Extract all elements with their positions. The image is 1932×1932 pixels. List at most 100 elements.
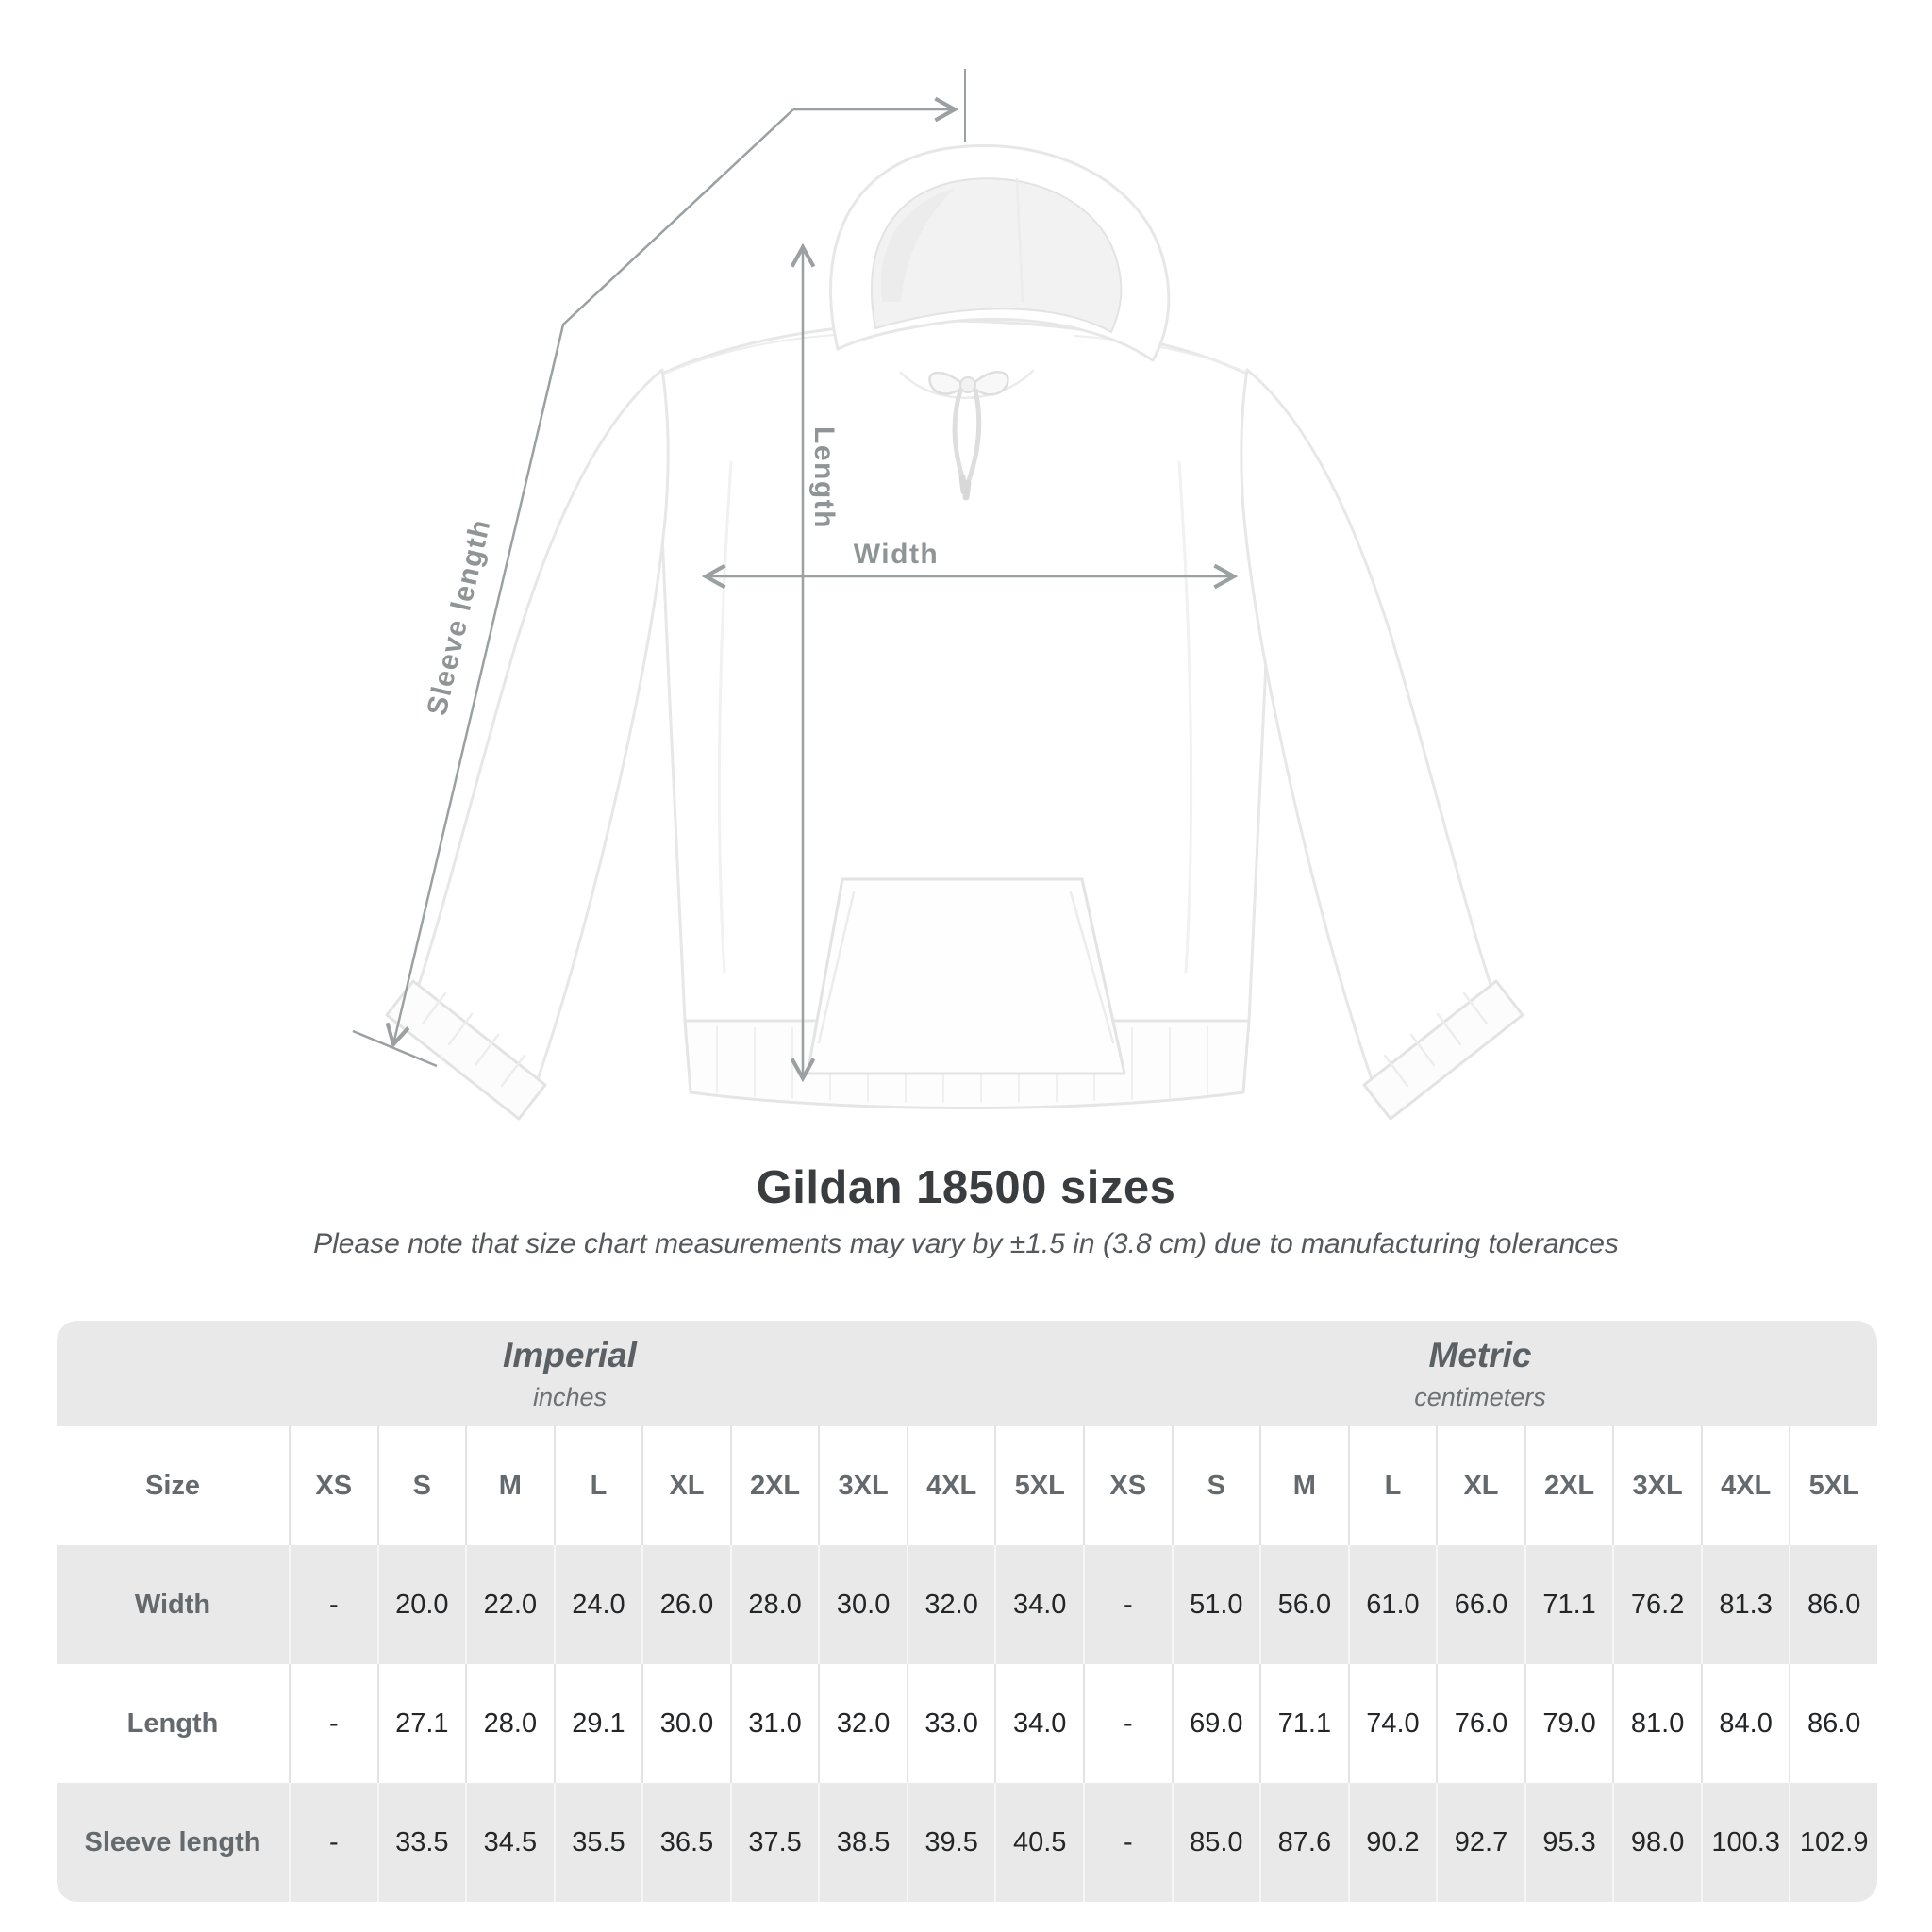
hoodie-garment	[385, 143, 1524, 1121]
imperial-unit: inches	[532, 1382, 608, 1411]
length-xl-cm: 76.0	[1436, 1664, 1524, 1783]
row-label: Length	[126, 1707, 219, 1739]
size-column-header: Size	[144, 1470, 201, 1501]
sleeve-xl-cm: 92.7	[1436, 1783, 1524, 1902]
width-dimension-label: Width	[854, 539, 940, 570]
width-4xl-cm: 81.3	[1700, 1545, 1790, 1664]
metric-title: Metric	[1428, 1335, 1532, 1374]
length-xs-in: -	[289, 1664, 377, 1783]
sleeve-end-tick	[352, 1029, 438, 1068]
sleeve-5xl-cm: 102.9	[1789, 1783, 1877, 1902]
length-3xl-cm: 81.0	[1612, 1664, 1701, 1783]
length-m-cm: 71.1	[1259, 1664, 1348, 1783]
sleeve-l-in: 35.5	[553, 1783, 642, 1902]
dimension-lines	[352, 69, 1239, 1083]
width-2xl-in: 28.0	[729, 1545, 819, 1664]
hoodie-left-sleeve	[415, 368, 670, 1087]
width-xl-in: 26.0	[641, 1545, 730, 1664]
size-col: S	[376, 1426, 466, 1545]
hoodie-right-sleeve	[1240, 368, 1494, 1087]
length-5xl-in: 34.0	[994, 1664, 1083, 1783]
sleeve-m-in: 34.5	[465, 1783, 554, 1902]
width-5xl-cm: 86.0	[1789, 1545, 1877, 1664]
sleeve-length-dimension-label: Sleeve length	[422, 516, 497, 719]
unit-header-band: Imperial inches Metric centimeters	[57, 1321, 1877, 1426]
sleeve-xs-in: -	[289, 1783, 377, 1902]
length-dimension-label: Length	[808, 426, 840, 529]
metric-header: Metric centimeters	[1083, 1321, 1877, 1426]
sleeve-length-line	[385, 108, 794, 1049]
size-col: M	[1259, 1426, 1348, 1545]
hood-lining	[871, 177, 1123, 333]
size-col: XL	[1436, 1426, 1524, 1545]
width-3xl-in: 30.0	[818, 1545, 907, 1664]
width-l-cm: 61.0	[1347, 1545, 1437, 1664]
length-4xl-in: 33.0	[906, 1664, 995, 1783]
sleeve-xs-cm: -	[1083, 1783, 1172, 1902]
sleeve-4xl-cm: 100.3	[1700, 1783, 1790, 1902]
size-col: 5XL	[1789, 1426, 1877, 1545]
sleeve-2xl-cm: 95.3	[1524, 1783, 1613, 1902]
length-xs-cm: -	[1083, 1664, 1172, 1783]
sleeve-5xl-in: 40.5	[994, 1783, 1083, 1902]
sleeve-3xl-in: 38.5	[818, 1783, 907, 1902]
width-xl-cm: 66.0	[1436, 1545, 1524, 1664]
width-4xl-in: 32.0	[906, 1545, 995, 1664]
left-cuff	[385, 979, 547, 1121]
kangaroo-pocket	[806, 877, 1126, 1075]
width-l-in: 24.0	[553, 1545, 642, 1664]
sleeve-2xl-in: 37.5	[729, 1783, 819, 1902]
length-5xl-cm: 86.0	[1789, 1664, 1877, 1783]
tolerance-note: Please note that size chart measurements…	[313, 1228, 1619, 1259]
sleeve-4xl-in: 39.5	[906, 1783, 995, 1902]
length-s-in: 27.1	[376, 1664, 466, 1783]
size-col: 5XL	[994, 1426, 1083, 1545]
table-row-width: Width - 20.0 22.0 24.0 26.0 28.0 30.0 32…	[57, 1545, 1877, 1664]
sleeve-m-cm: 87.6	[1259, 1783, 1348, 1902]
size-col: XL	[641, 1426, 730, 1545]
imperial-header: Imperial inches	[57, 1321, 1083, 1426]
width-s-in: 20.0	[376, 1545, 466, 1664]
width-3xl-cm: 76.2	[1612, 1545, 1701, 1664]
table-row-length: Length - 27.1 28.0 29.1 30.0 31.0 32.0 3…	[57, 1664, 1877, 1783]
width-m-cm: 56.0	[1259, 1545, 1348, 1664]
right-cuff	[1362, 979, 1524, 1121]
size-col: S	[1171, 1426, 1260, 1545]
row-label: Width	[134, 1589, 211, 1620]
sleeve-l-cm: 90.2	[1347, 1783, 1437, 1902]
page-title: Gildan 18500 sizes	[756, 1162, 1176, 1213]
width-xs-cm: -	[1083, 1545, 1172, 1664]
sleeve-xl-in: 36.5	[641, 1783, 730, 1902]
size-table: Imperial inches Metric centimeters Size …	[57, 1321, 1877, 1902]
length-xl-in: 30.0	[641, 1664, 730, 1783]
size-col: 2XL	[729, 1426, 819, 1545]
width-5xl-in: 34.0	[994, 1545, 1083, 1664]
size-col: 2XL	[1524, 1426, 1613, 1545]
imperial-title: Imperial	[503, 1335, 637, 1374]
sleeve-s-cm: 85.0	[1171, 1783, 1260, 1902]
length-4xl-cm: 84.0	[1700, 1664, 1790, 1783]
length-l-in: 29.1	[553, 1664, 642, 1783]
length-2xl-in: 31.0	[729, 1664, 819, 1783]
drawstrings	[928, 371, 1009, 501]
size-col: XS	[289, 1426, 377, 1545]
size-col: XS	[1083, 1426, 1172, 1545]
row-label: Sleeve length	[84, 1826, 261, 1857]
size-col: 3XL	[1612, 1426, 1701, 1545]
length-3xl-in: 32.0	[818, 1664, 907, 1783]
sleeve-3xl-cm: 98.0	[1612, 1783, 1701, 1902]
width-xs-in: -	[289, 1545, 377, 1664]
metric-unit: centimeters	[1414, 1382, 1546, 1411]
hoodie-illustration: Length Width Sleeve length	[352, 69, 1524, 1121]
size-col: L	[1347, 1426, 1437, 1545]
size-col: M	[465, 1426, 554, 1545]
sleeve-s-in: 33.5	[376, 1783, 466, 1902]
width-2xl-cm: 71.1	[1524, 1545, 1613, 1664]
table-row-sleeve-length: Sleeve length - 33.5 34.5 35.5 36.5 37.5…	[57, 1783, 1877, 1902]
length-m-in: 28.0	[465, 1664, 554, 1783]
width-s-cm: 51.0	[1171, 1545, 1260, 1664]
length-2xl-cm: 79.0	[1524, 1664, 1613, 1783]
size-col: 4XL	[906, 1426, 995, 1545]
size-col: 4XL	[1700, 1426, 1790, 1545]
